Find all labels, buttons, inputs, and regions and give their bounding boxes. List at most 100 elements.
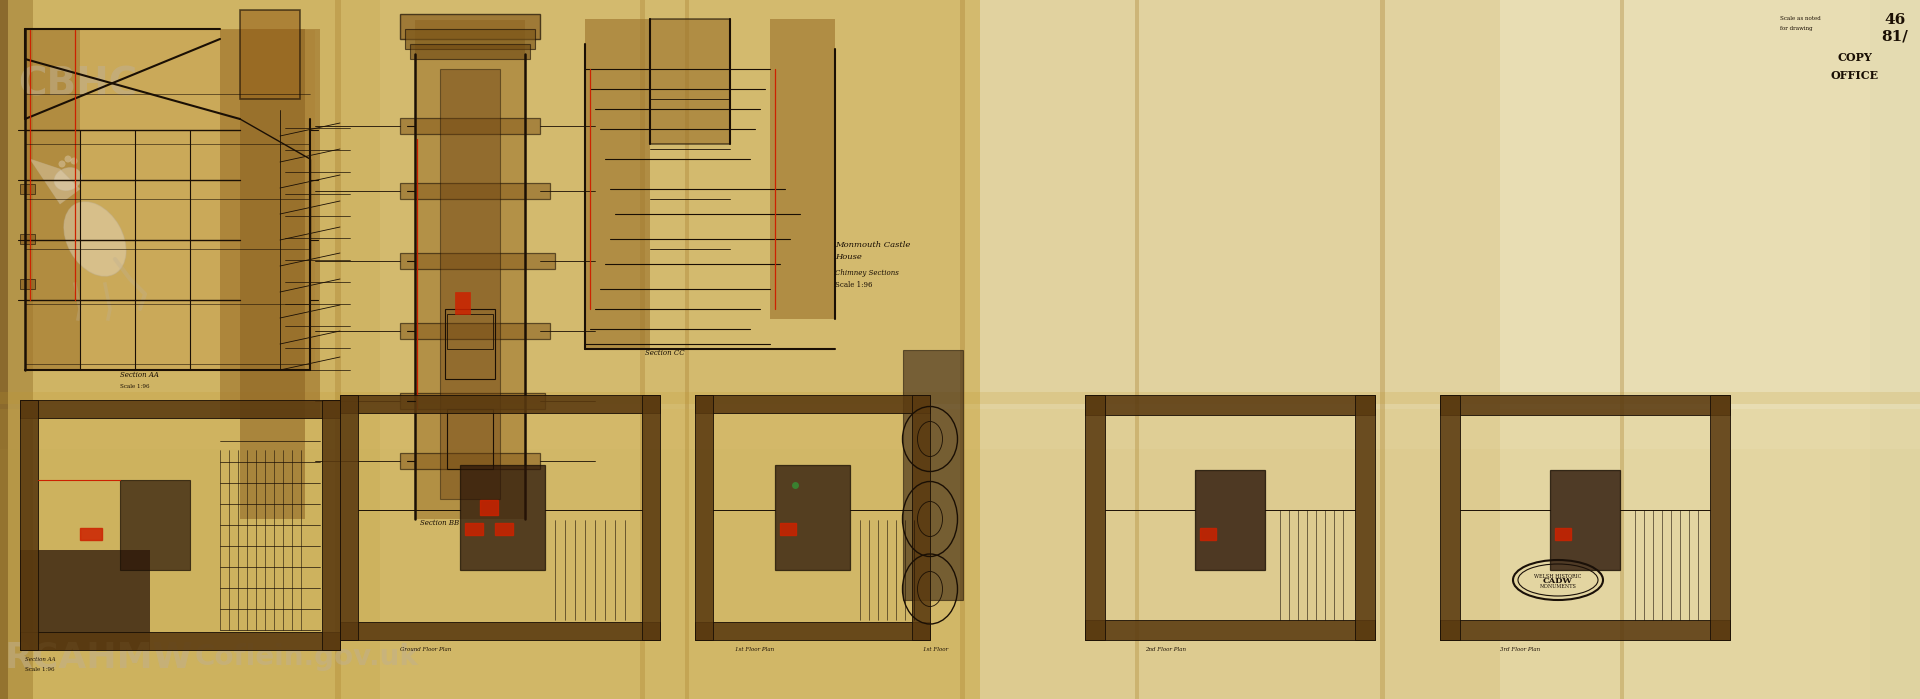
Bar (19, 184, 35, 194)
Bar (586, 19, 651, 349)
Bar (19, 400, 340, 418)
Bar (695, 395, 929, 413)
Text: House: House (835, 253, 862, 261)
Bar (685, 0, 689, 699)
Bar (695, 622, 929, 640)
Text: Monmouth Castle: Monmouth Castle (835, 241, 910, 249)
Bar (399, 393, 545, 409)
Bar (411, 44, 530, 59)
Bar (1200, 528, 1215, 540)
Bar (8, 0, 33, 699)
Bar (221, 29, 321, 419)
Text: 1st Floor Plan: 1st Floor Plan (735, 647, 774, 652)
Text: Section AA: Section AA (119, 371, 159, 379)
Bar (1440, 395, 1459, 640)
Text: Section AA: Section AA (25, 657, 56, 662)
Bar (399, 323, 549, 339)
Bar (0, 449, 1920, 699)
Bar (399, 453, 540, 469)
Bar (0, 0, 380, 699)
Bar (639, 0, 645, 699)
Text: OFFICE: OFFICE (1832, 70, 1880, 81)
Bar (447, 314, 493, 349)
Bar (1194, 470, 1265, 570)
Text: RCAHMW: RCAHMW (6, 640, 194, 674)
Bar (776, 465, 851, 570)
Text: Scale as noted: Scale as noted (1780, 16, 1820, 21)
Ellipse shape (54, 168, 83, 190)
Bar (1380, 0, 1384, 699)
Bar (119, 480, 190, 570)
Bar (445, 309, 495, 379)
Circle shape (58, 161, 65, 168)
Bar (1085, 395, 1106, 640)
Text: 46: 46 (1884, 13, 1907, 27)
Bar (340, 395, 357, 640)
Text: Coflein.gov.uk: Coflein.gov.uk (196, 643, 419, 671)
Bar (340, 395, 660, 413)
Bar (405, 29, 536, 49)
Bar (19, 550, 150, 650)
Bar (651, 19, 730, 144)
Bar (1870, 0, 1920, 699)
Bar (440, 69, 499, 499)
Bar (25, 30, 315, 370)
Bar (0, 392, 1920, 404)
Bar (979, 0, 1920, 699)
Ellipse shape (63, 202, 127, 276)
Text: MONUMENTS: MONUMENTS (1540, 584, 1576, 589)
Text: Section CC: Section CC (645, 349, 685, 357)
Bar (19, 632, 340, 650)
Bar (495, 523, 513, 535)
Bar (780, 523, 797, 535)
Text: 81/: 81/ (1882, 30, 1908, 44)
Text: CADW: CADW (1544, 577, 1572, 585)
Bar (1440, 620, 1730, 640)
Bar (1500, 0, 1920, 699)
Text: Scale 1:96: Scale 1:96 (835, 281, 872, 289)
Bar (19, 400, 38, 650)
Bar (1085, 395, 1375, 415)
Bar (1356, 395, 1375, 640)
Bar (0, 0, 8, 699)
Bar (1620, 0, 1624, 699)
Text: 3rd Floor Plan: 3rd Floor Plan (1500, 647, 1540, 652)
Bar (641, 395, 660, 640)
Bar (960, 0, 966, 699)
Bar (465, 523, 484, 535)
Text: COPY: COPY (1837, 52, 1872, 63)
Circle shape (71, 157, 77, 164)
Bar (461, 465, 545, 570)
Text: 1st Floor: 1st Floor (924, 647, 948, 652)
Bar (25, 30, 81, 370)
Bar (1549, 470, 1620, 570)
Text: Section BB: Section BB (420, 519, 459, 527)
Text: Ground Floor Plan: Ground Floor Plan (399, 647, 451, 652)
Polygon shape (31, 159, 81, 204)
Bar (240, 10, 300, 99)
Text: for drawing: for drawing (1780, 26, 1812, 31)
Bar (695, 395, 712, 640)
Text: 2nd Floor Plan: 2nd Floor Plan (1144, 647, 1187, 652)
Bar (480, 500, 497, 515)
Text: Scale 1:96: Scale 1:96 (25, 667, 54, 672)
Bar (334, 0, 342, 699)
Bar (1440, 395, 1730, 415)
Bar (240, 29, 305, 519)
Bar (770, 19, 835, 319)
Bar (1085, 620, 1375, 640)
Bar (399, 253, 555, 269)
Bar (399, 118, 540, 134)
Bar (81, 528, 102, 540)
Bar (399, 183, 549, 199)
Bar (323, 400, 340, 650)
Bar (380, 0, 979, 699)
Text: CBHC: CBHC (17, 66, 136, 104)
Bar (1135, 0, 1139, 699)
Bar (455, 292, 470, 314)
Bar (447, 409, 493, 469)
Bar (912, 395, 929, 640)
Bar (19, 234, 35, 244)
Bar (399, 14, 540, 39)
Bar (19, 279, 35, 289)
